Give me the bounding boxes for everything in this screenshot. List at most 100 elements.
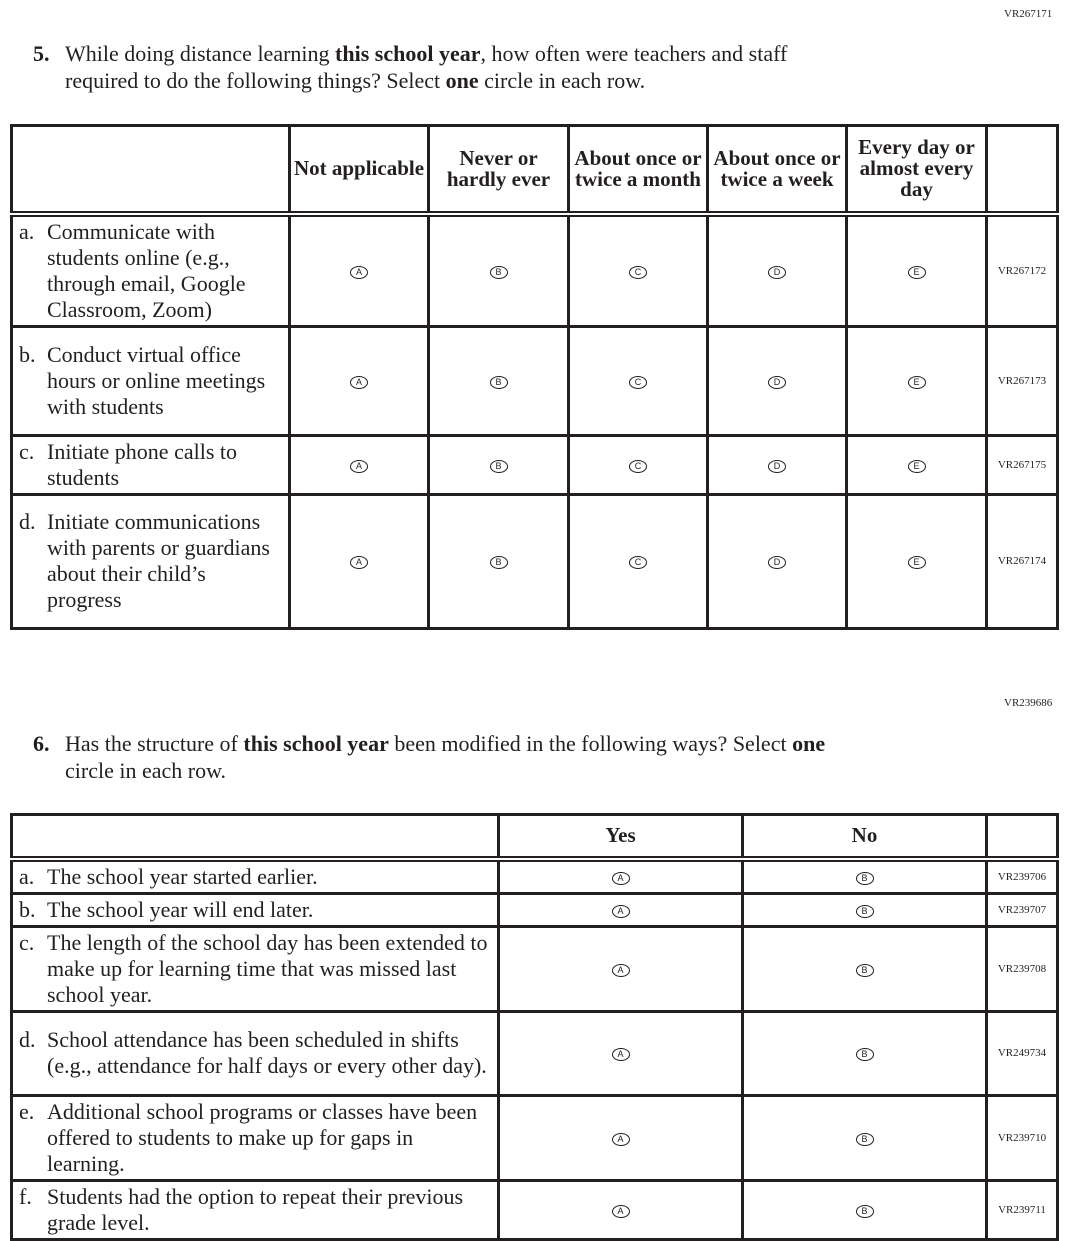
- response-bubble-a[interactable]: A: [350, 556, 368, 569]
- response-bubble-b[interactable]: B: [489, 265, 508, 279]
- row-letter: a.: [19, 863, 35, 889]
- column-header: Every day or almost every day: [845, 124, 988, 217]
- response-bubble-b[interactable]: B: [855, 1048, 874, 1061]
- table-row: a. The school year started earlier. A B VR23…: [10, 857, 1059, 895]
- response-cell: C: [567, 492, 709, 630]
- response-bubble-a[interactable]: A: [350, 459, 368, 473]
- response-bubble-e[interactable]: E: [907, 459, 926, 473]
- header-row: Not applicable Never or hardly ever About …: [10, 124, 1059, 217]
- table-row: f. Students had the option to repeat thei…: [10, 1178, 1059, 1241]
- response-cell: B: [741, 1009, 988, 1097]
- response-bubble-a[interactable]: A: [611, 904, 630, 918]
- response-bubble-b[interactable]: B: [855, 963, 874, 977]
- response-bubble-a[interactable]: A: [350, 375, 368, 389]
- table-row: b. The school year will end later. A B VR239…: [10, 891, 1059, 928]
- row-letter: f.: [19, 1183, 32, 1209]
- response-bubble-d[interactable]: D: [768, 265, 786, 279]
- response-bubble-a[interactable]: A: [611, 1048, 630, 1061]
- response-bubble-c[interactable]: C: [629, 265, 647, 279]
- response-cell: A: [497, 1093, 744, 1182]
- row-text: Conduct virtual office hours or online m…: [47, 341, 266, 419]
- row-label: c. Initiate phone calls to students: [10, 433, 291, 496]
- header-blank: [985, 124, 1059, 217]
- response-cell: E: [845, 492, 988, 630]
- row-text: The school year will end later.: [47, 896, 314, 922]
- response-bubble-a[interactable]: A: [611, 871, 630, 885]
- row-text: Students had the option to repeat their …: [47, 1183, 464, 1235]
- row-text: The length of the school day has been ex…: [47, 929, 488, 1007]
- response-cell: A: [497, 1009, 744, 1097]
- table-row: e. Additional school programs or classes …: [10, 1093, 1059, 1182]
- response-bubble-e[interactable]: E: [907, 265, 926, 279]
- row-label: a. The school year started earlier.: [10, 857, 500, 895]
- prompt-emphasis: this school year: [335, 41, 481, 66]
- row-label: a. Communicate with students online (e.g.…: [10, 212, 291, 328]
- row-letter: e.: [19, 1098, 35, 1124]
- response-bubble-d[interactable]: D: [768, 375, 786, 389]
- row-label: d. Initiate communications with parents o…: [10, 492, 291, 630]
- column-header: Never or hardly ever: [427, 124, 570, 217]
- response-bubble-b[interactable]: B: [855, 904, 874, 918]
- response-cell: E: [845, 324, 988, 437]
- response-cell: C: [567, 433, 709, 496]
- response-cell: A: [288, 492, 430, 630]
- question-number: 6.: [33, 731, 50, 756]
- response-cell: B: [741, 857, 988, 895]
- row-text: Initiate communications with parents or …: [47, 509, 270, 612]
- item-code: VR239710: [985, 1093, 1059, 1182]
- response-cell: A: [288, 212, 430, 328]
- response-bubble-a[interactable]: A: [611, 1204, 630, 1218]
- row-letter: d.: [19, 509, 36, 534]
- question-6-prompt: 6. Has the structure of this school year …: [33, 730, 825, 784]
- response-bubble-a[interactable]: A: [350, 265, 368, 279]
- row-text: Initiate phone calls to students: [47, 438, 237, 490]
- response-bubble-c[interactable]: C: [629, 375, 647, 389]
- response-cell: B: [741, 1093, 988, 1182]
- response-bubble-d[interactable]: D: [768, 556, 786, 569]
- row-label: c. The length of the school day has been …: [10, 924, 500, 1013]
- row-label: d. School attendance has been scheduled i…: [10, 1009, 500, 1097]
- response-bubble-e[interactable]: E: [907, 556, 926, 569]
- response-bubble-b[interactable]: B: [489, 556, 508, 569]
- question-6-grid: Yes No a. The school year started earlier. A…: [10, 813, 1059, 1241]
- page-code: VR267171: [1004, 8, 1053, 20]
- prompt-emphasis: one: [445, 68, 479, 93]
- item-code: VR267175: [985, 433, 1059, 496]
- table-row: d. Initiate communications with parents o…: [10, 492, 1059, 630]
- item-code: VR267173: [985, 324, 1059, 437]
- header-row: Yes No: [10, 813, 1059, 862]
- response-bubble-b[interactable]: B: [489, 459, 508, 473]
- response-cell: A: [497, 891, 744, 928]
- question-6-code: VR239686: [1004, 697, 1053, 709]
- question-5-prompt: 5. While doing distance learning this sch…: [33, 40, 787, 94]
- response-cell: B: [427, 212, 570, 328]
- row-letter: c.: [19, 929, 35, 955]
- response-bubble-a[interactable]: A: [611, 1132, 630, 1146]
- response-cell: E: [845, 433, 988, 496]
- row-text: School attendance has been scheduled in …: [47, 1027, 487, 1078]
- response-bubble-a[interactable]: A: [611, 963, 630, 977]
- response-cell: D: [706, 212, 848, 328]
- response-cell: A: [288, 433, 430, 496]
- row-label: b. The school year will end later.: [10, 891, 500, 928]
- response-cell: C: [567, 324, 709, 437]
- response-bubble-b[interactable]: B: [855, 1132, 874, 1146]
- response-bubble-b[interactable]: B: [489, 375, 508, 389]
- response-bubble-c[interactable]: C: [629, 556, 647, 569]
- response-cell: A: [497, 857, 744, 895]
- response-cell: B: [427, 433, 570, 496]
- prompt-text: circle in each row.: [478, 68, 646, 93]
- response-cell: A: [288, 324, 430, 437]
- response-bubble-e[interactable]: E: [907, 375, 926, 389]
- prompt-text: Has the structure of: [65, 731, 244, 756]
- question-5-grid: Not applicable Never or hardly ever About …: [10, 124, 1059, 630]
- response-bubble-b[interactable]: B: [855, 871, 874, 885]
- item-code: VR239707: [985, 891, 1059, 928]
- row-text: The school year started earlier.: [47, 863, 318, 889]
- response-bubble-b[interactable]: B: [855, 1204, 874, 1218]
- response-bubble-d[interactable]: D: [768, 459, 786, 473]
- header-blank: [10, 124, 291, 217]
- item-code: VR239711: [985, 1178, 1059, 1241]
- response-bubble-c[interactable]: C: [629, 459, 647, 473]
- column-header: Not applicable: [288, 124, 430, 217]
